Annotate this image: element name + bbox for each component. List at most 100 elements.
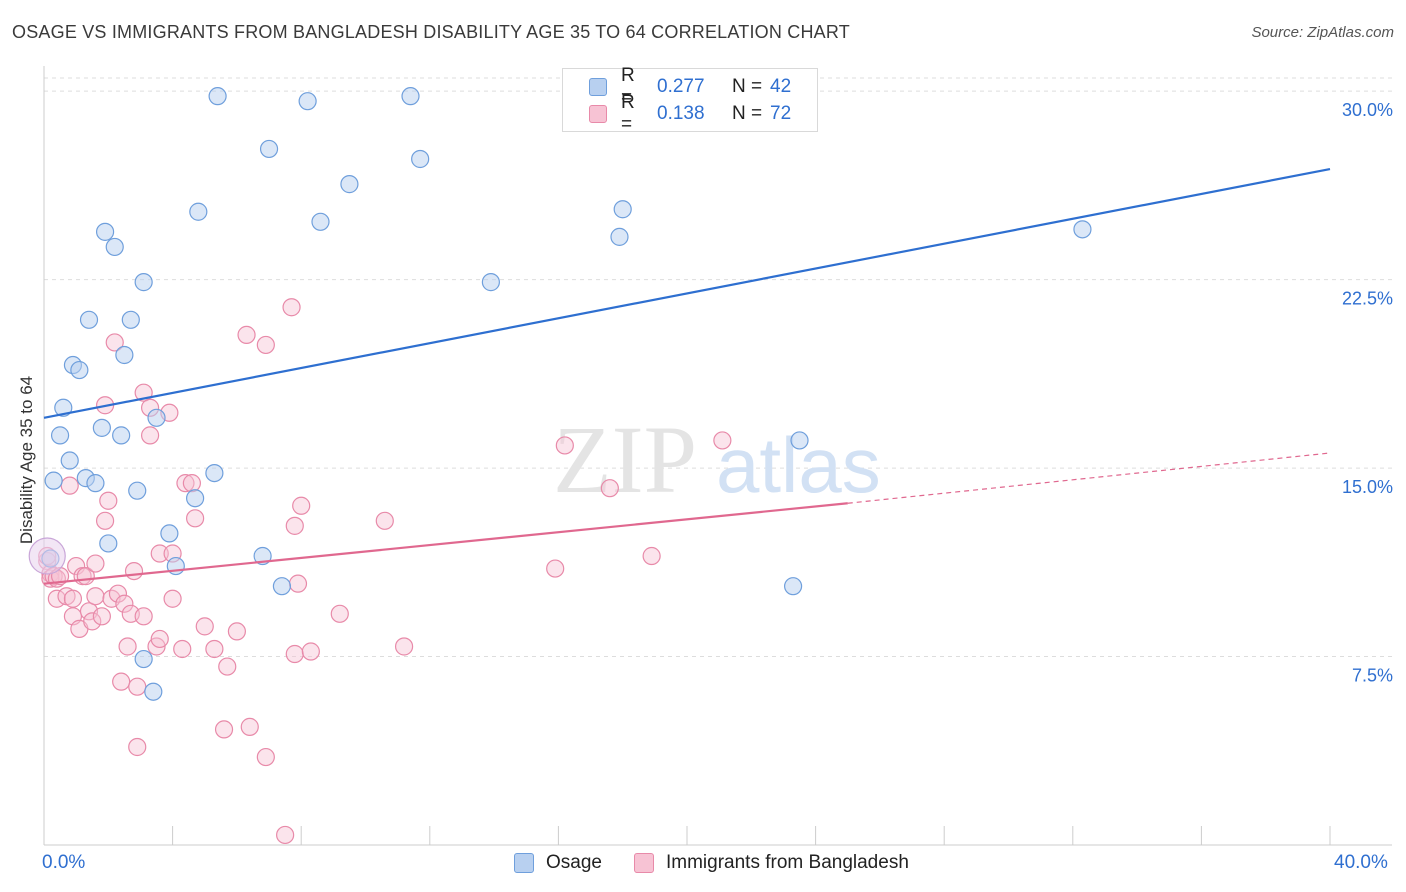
osage-point xyxy=(134,273,153,292)
y-tick-label: 15.0% xyxy=(1342,477,1393,497)
bangladesh-point xyxy=(163,589,182,608)
osage-point xyxy=(1073,220,1092,239)
bangladesh-point xyxy=(555,436,574,455)
bangladesh-point xyxy=(214,720,234,739)
bangladesh-point xyxy=(282,298,301,317)
bangladesh-point xyxy=(140,426,160,445)
osage-point xyxy=(613,200,632,219)
bangladesh-trend-extension xyxy=(847,452,1331,504)
legend-swatch-bangladesh xyxy=(589,105,607,123)
y-tick-labels: 7.5% 15.0% 22.5% 30.0% xyxy=(1342,100,1393,685)
legend-r-value: 0.277 xyxy=(657,76,705,97)
bangladesh-point xyxy=(63,589,83,608)
chart-title: OSAGE VS IMMIGRANTS FROM BANGLADESH DISA… xyxy=(12,22,850,42)
bangladesh-point xyxy=(301,642,320,661)
stats-legend: R = 0.277 N = 42 R = 0.138 N = 72 xyxy=(562,65,818,135)
axes xyxy=(43,66,1392,846)
osage-point xyxy=(272,577,292,596)
watermark: ZIP atlas xyxy=(553,406,881,513)
legend-swatch-osage xyxy=(514,853,534,873)
bangladesh-point xyxy=(105,333,124,352)
legend-r-value: 0.138 xyxy=(657,103,705,124)
osage-point xyxy=(783,577,803,596)
bangladesh-point xyxy=(642,546,661,566)
osage-point xyxy=(105,237,124,257)
bangladesh-point xyxy=(60,476,79,495)
watermark-zip: ZIP xyxy=(553,406,697,513)
osage-point xyxy=(160,524,179,543)
trend-lines xyxy=(43,167,1331,585)
bangladesh-point xyxy=(330,604,349,623)
bangladesh-point xyxy=(128,677,147,696)
legend-n-label: N = xyxy=(732,76,763,97)
osage-point xyxy=(128,481,147,500)
overlap-point xyxy=(28,537,66,575)
bangladesh-point xyxy=(150,629,169,649)
legend-r-label: R = xyxy=(621,92,635,135)
bangladesh-point xyxy=(285,644,304,664)
osage-point xyxy=(95,222,115,241)
bangladesh-point xyxy=(118,637,137,656)
bangladesh-point xyxy=(713,431,732,450)
bangladesh-point xyxy=(86,554,105,573)
legend-r-label: R = xyxy=(621,65,635,108)
bangladesh-point xyxy=(292,496,311,515)
bangladesh-point xyxy=(115,594,134,613)
bangladesh-point xyxy=(288,574,308,593)
legend-item-bangladesh: Immigrants from Bangladesh xyxy=(634,852,909,874)
bangladesh-point xyxy=(546,559,565,578)
bangladesh-point xyxy=(112,672,131,691)
bangladesh-point xyxy=(375,511,394,530)
bangladesh-point xyxy=(176,474,195,493)
osage-point xyxy=(92,418,111,437)
osage-point xyxy=(610,227,629,246)
legend-swatch-bangladesh xyxy=(634,853,654,873)
osage-point xyxy=(70,360,89,380)
legend-label-bangladesh: Immigrants from Bangladesh xyxy=(666,852,909,873)
bangladesh-point xyxy=(108,584,128,603)
bangladesh-point xyxy=(237,325,256,344)
bangladesh-point xyxy=(227,622,246,641)
osage-point xyxy=(401,87,420,106)
osage-point xyxy=(205,463,224,483)
legend-item-osage: Osage xyxy=(514,852,602,874)
y-tick-label: 7.5% xyxy=(1352,666,1393,686)
osage-point xyxy=(259,139,279,159)
osage-point xyxy=(340,175,359,194)
bangladesh-point xyxy=(205,639,224,659)
legend-swatch-osage xyxy=(589,78,607,96)
x-tick-label-min: 0.0% xyxy=(42,852,86,873)
series-osage-points xyxy=(28,87,1092,701)
bangladesh-point xyxy=(86,587,105,606)
osage-trend-line xyxy=(43,167,1331,419)
legend-row-osage: R = 0.277 N = 42 xyxy=(589,65,791,108)
bangladesh-point xyxy=(394,637,414,656)
osage-point xyxy=(144,682,163,701)
bangladesh-point xyxy=(195,617,214,636)
y-tick-label: 22.5% xyxy=(1342,289,1393,309)
osage-point xyxy=(186,489,205,508)
bangladesh-point xyxy=(186,509,205,528)
osage-point xyxy=(99,534,118,553)
bangladesh-point xyxy=(128,737,147,757)
bangladesh-point xyxy=(134,607,153,626)
osage-point xyxy=(60,451,79,470)
osage-point xyxy=(86,474,105,493)
source-label: Source: ZipAtlas.com xyxy=(1251,24,1394,41)
bangladesh-point xyxy=(256,747,275,767)
osage-point xyxy=(481,273,500,292)
bangladesh-trend-line xyxy=(43,502,848,585)
osage-point xyxy=(50,426,70,445)
legend-n-value: 72 xyxy=(770,103,792,124)
bangladesh-point xyxy=(95,511,115,530)
osage-point xyxy=(112,426,131,445)
bangladesh-point xyxy=(240,717,259,736)
y-axis-label: Disability Age 35 to 64 xyxy=(17,375,36,545)
osage-point xyxy=(54,398,73,417)
legend-label-osage: Osage xyxy=(546,852,602,873)
osage-point xyxy=(208,87,227,106)
bangladesh-point xyxy=(218,657,237,676)
y-tick-label: 30.0% xyxy=(1342,100,1393,120)
legend-row-bangladesh: R = 0.138 N = 72 xyxy=(589,92,792,135)
osage-point xyxy=(790,431,809,450)
